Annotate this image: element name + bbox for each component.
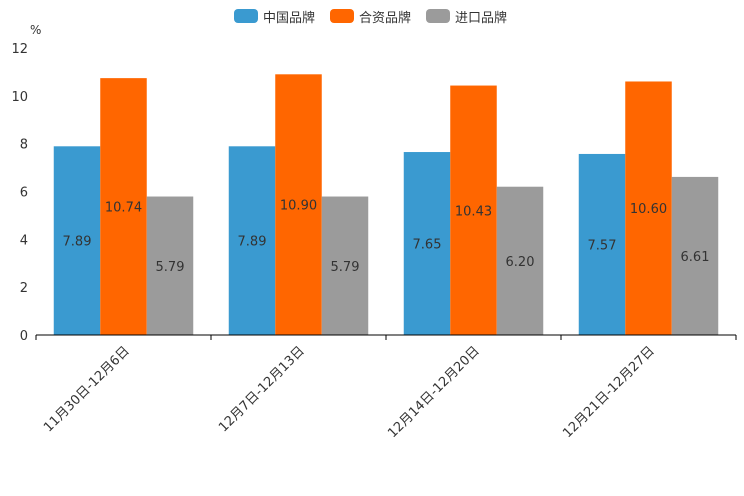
- bar-data-label: 5.79: [331, 260, 360, 275]
- legend: 中国品牌 合资品牌 进口品牌: [0, 6, 744, 26]
- y-tick-label: 2: [20, 281, 28, 296]
- bar-data-label: 6.61: [681, 250, 710, 265]
- legend-label-import-brand: 进口品牌: [455, 10, 508, 26]
- bar[interactable]: [578, 153, 626, 335]
- legend-swatch-china-brand: [234, 9, 258, 23]
- y-tick-label: 6: [20, 186, 28, 201]
- y-tick-label: 4: [20, 233, 28, 248]
- legend-swatch-joint-venture-brand: [330, 9, 354, 23]
- x-tick-label: 12月7日-12月13日: [216, 344, 308, 436]
- legend-item-joint-venture-brand[interactable]: 合资品牌: [330, 6, 411, 26]
- bar-data-label: 10.43: [455, 204, 492, 219]
- bar[interactable]: [450, 85, 497, 335]
- bar-data-label: 7.57: [588, 238, 617, 253]
- bar-data-label: 10.90: [280, 199, 317, 214]
- y-tick-label: 12: [11, 42, 28, 57]
- bar-data-label: 7.89: [63, 235, 92, 250]
- y-axis: 0 2 4 6 8 10 12: [11, 42, 28, 344]
- legend-item-china-brand[interactable]: 中国品牌: [234, 6, 315, 26]
- y-axis-unit-label: %: [30, 23, 41, 37]
- bar[interactable]: [100, 78, 147, 335]
- bar-data-label: 7.65: [413, 238, 442, 253]
- legend-swatch-import-brand: [426, 9, 450, 23]
- x-tick-label: 12月21日-12月27日: [560, 344, 657, 441]
- legend-label-joint-venture-brand: 合资品牌: [359, 10, 412, 26]
- legend-label-china-brand: 中国品牌: [263, 10, 316, 26]
- bar-data-label: 10.74: [105, 201, 142, 216]
- bar[interactable]: [275, 74, 322, 335]
- bar[interactable]: [146, 196, 194, 335]
- x-axis: 11月30日-12月6日 12月7日-12月13日 12月14日-12月20日 12月…: [35, 334, 737, 441]
- bar-data-label: 7.89: [238, 235, 267, 250]
- bar-data-label: 10.60: [630, 202, 667, 217]
- bar[interactable]: [228, 146, 276, 335]
- bar[interactable]: [496, 186, 544, 335]
- bar-data-label: 6.20: [506, 255, 535, 270]
- y-tick-label: 0: [20, 329, 28, 344]
- y-tick-label: 8: [20, 138, 28, 153]
- bar[interactable]: [625, 81, 672, 335]
- bar-data-label: 5.79: [156, 260, 185, 275]
- bar[interactable]: [321, 196, 369, 335]
- bar[interactable]: [53, 146, 101, 335]
- bar[interactable]: [403, 152, 451, 335]
- legend-item-import-brand[interactable]: 进口品牌: [426, 6, 507, 26]
- x-tick-label: 12月14日-12月20日: [385, 344, 482, 441]
- y-tick-label: 10: [11, 90, 28, 105]
- x-tick-label: 11月30日-12月6日: [41, 344, 133, 436]
- bars-group: 7.89 10.74 5.79 7.89 10.90 5.79 7.65 10.43 6.20 7…: [53, 74, 719, 335]
- bar[interactable]: [671, 176, 719, 335]
